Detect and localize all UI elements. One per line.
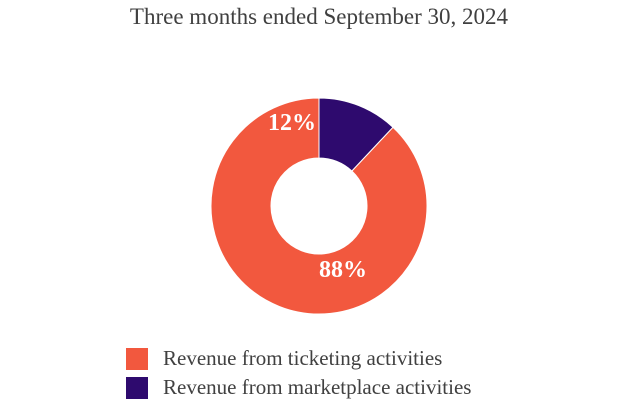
donut-chart: 88% 12% xyxy=(210,97,428,315)
legend-item-ticketing: Revenue from ticketing activities xyxy=(126,344,471,373)
slice-marketplace xyxy=(318,97,394,172)
legend: Revenue from ticketing activities Revenu… xyxy=(126,344,471,402)
legend-item-marketplace: Revenue from marketplace activities xyxy=(126,373,471,402)
data-label-ticketing: 88% xyxy=(319,257,367,283)
chart-title: Three months ended September 30, 2024 xyxy=(129,4,509,29)
legend-swatch-ticketing xyxy=(126,347,148,370)
legend-swatch-marketplace xyxy=(126,376,148,399)
legend-label-marketplace: Revenue from marketplace activities xyxy=(163,375,472,399)
slice-ticketing xyxy=(210,97,428,315)
legend-label-ticketing: Revenue from ticketing activities xyxy=(163,346,443,370)
data-label-marketplace: 12% xyxy=(268,110,316,136)
